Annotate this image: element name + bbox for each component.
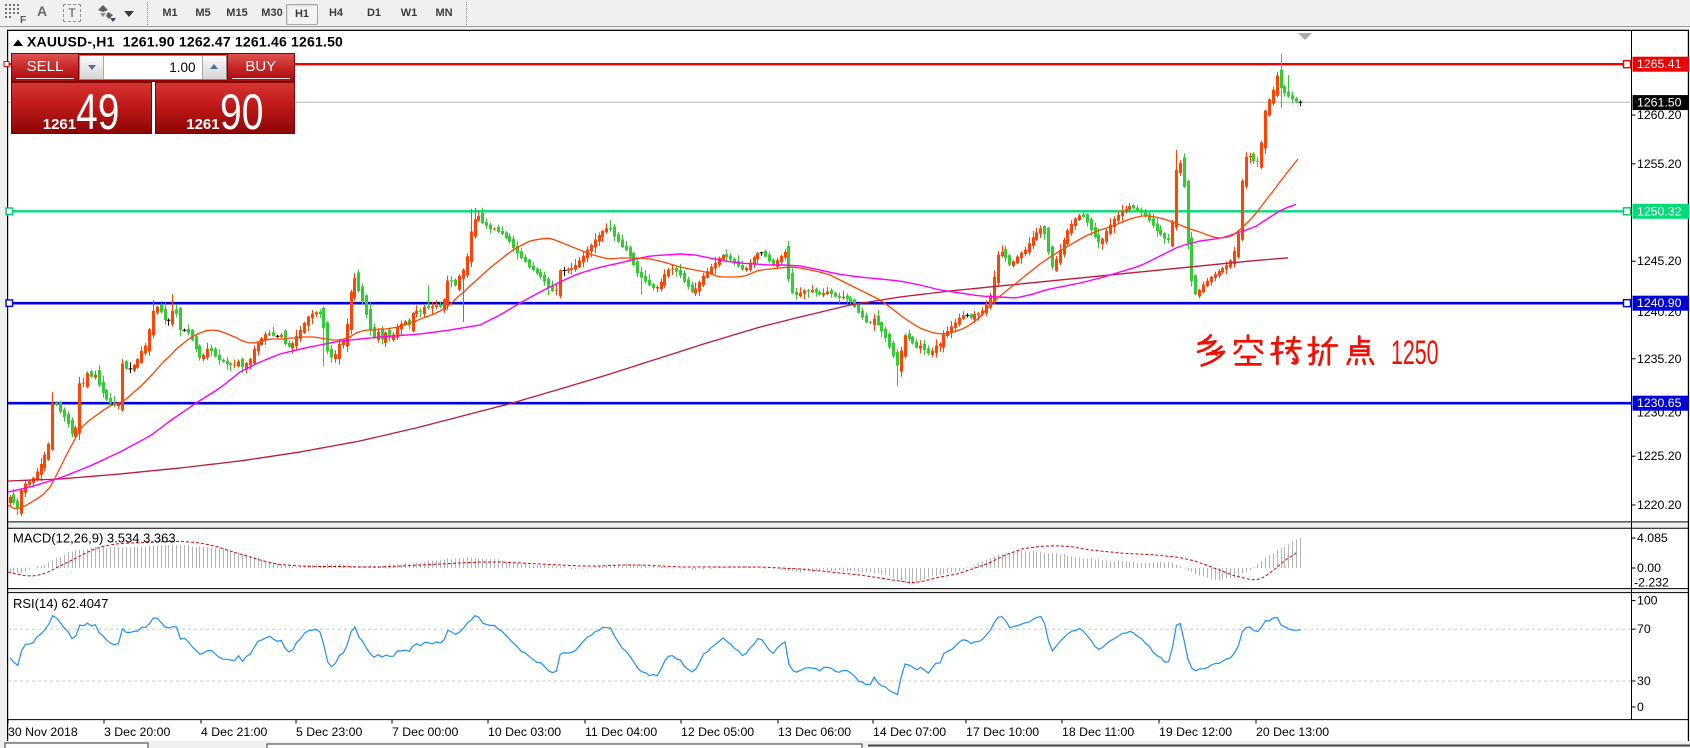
svg-text:11 Dec 04:00: 11 Dec 04:00: [585, 725, 657, 739]
svg-text:19 Dec 12:00: 19 Dec 12:00: [1159, 725, 1232, 739]
svg-text:1240.90: 1240.90: [1637, 296, 1682, 310]
svg-text:MACD(12,26,9) 3.534 3.363: MACD(12,26,9) 3.534 3.363: [13, 531, 176, 546]
svg-text:100: 100: [1637, 594, 1658, 608]
svg-text:4 Dec 21:00: 4 Dec 21:00: [201, 725, 267, 739]
svg-text:1261.50: 1261.50: [1637, 96, 1682, 110]
svg-text:1220.20: 1220.20: [1637, 498, 1682, 512]
svg-text:XAUUSD-,H1 1261.90 1262.47 12: XAUUSD-,H1 1261.90 1262.47 1261.46 1261.…: [27, 34, 343, 50]
svg-text:4.085: 4.085: [1637, 531, 1668, 545]
svg-text:14 Dec 07:00: 14 Dec 07:00: [873, 725, 946, 739]
svg-text:1230.65: 1230.65: [1637, 396, 1682, 410]
svg-text:10 Dec 03:00: 10 Dec 03:00: [488, 725, 561, 739]
svg-text:70: 70: [1637, 622, 1651, 636]
svg-text:20 Dec 13:00: 20 Dec 13:00: [1256, 725, 1329, 739]
svg-text:1265.41: 1265.41: [1637, 57, 1682, 71]
svg-text:5 Dec 23:00: 5 Dec 23:00: [296, 725, 362, 739]
svg-text:18 Dec 11:00: 18 Dec 11:00: [1062, 725, 1134, 739]
svg-text:12 Dec 05:00: 12 Dec 05:00: [681, 725, 754, 739]
svg-text:3 Dec 20:00: 3 Dec 20:00: [104, 725, 170, 739]
svg-text:0: 0: [1637, 700, 1644, 714]
svg-text:30: 30: [1637, 674, 1651, 688]
svg-text:1245.20: 1245.20: [1637, 254, 1682, 268]
svg-text:1255.20: 1255.20: [1637, 157, 1682, 171]
svg-text:1260.20: 1260.20: [1637, 108, 1682, 122]
svg-text:1250.32: 1250.32: [1637, 204, 1682, 218]
svg-text:13 Dec 06:00: 13 Dec 06:00: [778, 725, 851, 739]
svg-text:30 Nov 2018: 30 Nov 2018: [8, 725, 78, 739]
svg-text:17 Dec 10:00: 17 Dec 10:00: [966, 725, 1039, 739]
svg-text:RSI(14) 62.4047: RSI(14) 62.4047: [13, 596, 108, 611]
svg-text:1225.20: 1225.20: [1637, 449, 1682, 463]
svg-text:-2.232: -2.232: [1634, 576, 1669, 590]
svg-text:1250: 1250: [1391, 334, 1439, 372]
svg-text:F: F: [20, 15, 26, 24]
svg-text:0.00: 0.00: [1637, 561, 1661, 575]
svg-text:1235.20: 1235.20: [1637, 352, 1682, 366]
svg-text:7 Dec 00:00: 7 Dec 00:00: [392, 725, 458, 739]
